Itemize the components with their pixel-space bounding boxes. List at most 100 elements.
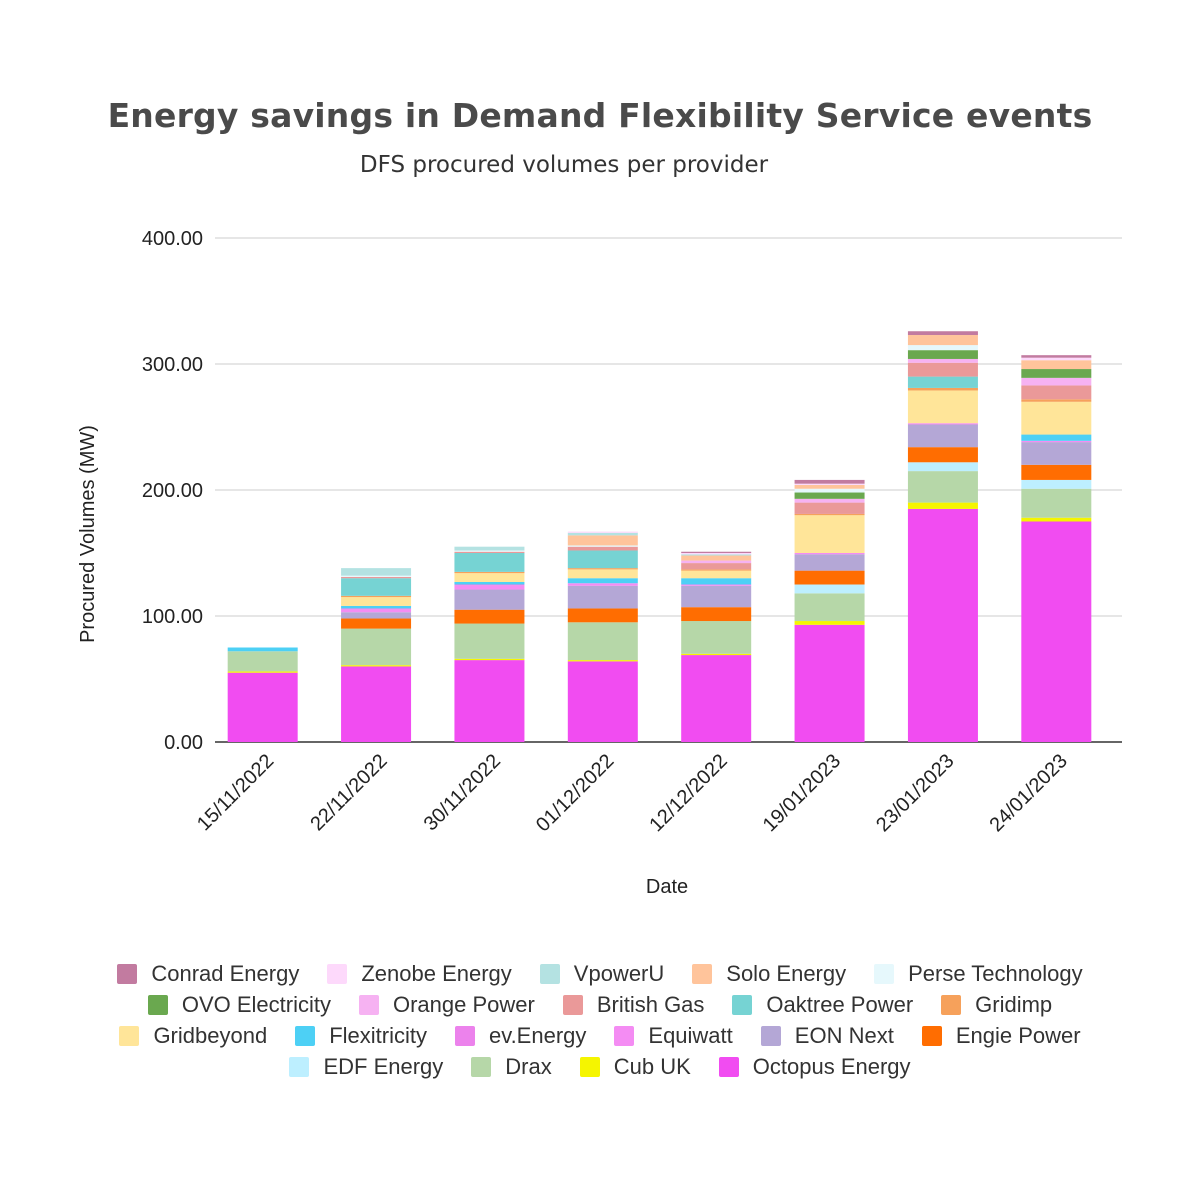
legend-item: Flexitricity [295, 1023, 427, 1049]
legend-row: Gridbeyond Flexitricity ev.Energy Equiwatt E… [70, 1020, 1130, 1051]
bar-segment [454, 581, 525, 585]
bar-segment [454, 551, 525, 553]
legend-label: Gridbeyond [153, 1022, 268, 1048]
bar-segment [1021, 360, 1092, 370]
legend-item: Gridimp [941, 992, 1052, 1018]
stacked-bar-chart: 0.00 100.00 200.00 300.00 400.00 15/11/2022 2… [77, 228, 1122, 898]
bar-segment [567, 531, 638, 533]
bar-segment [794, 492, 865, 499]
bar-segment [454, 553, 525, 572]
legend-label: Drax [505, 1053, 552, 1079]
legend-swatch [718, 1056, 739, 1077]
legend-item: Engie Power [921, 1022, 1081, 1049]
bar-segment [681, 560, 752, 564]
bar-segment [567, 550, 638, 569]
legend-swatch [732, 994, 753, 1015]
legend-label: Conrad Energy [151, 960, 300, 986]
bar-segment [1021, 385, 1092, 400]
bar-segment [794, 479, 865, 484]
x-tick-label: 19/01/2023 [759, 750, 845, 836]
bar-segment [341, 595, 412, 598]
x-tick-label: 01/12/2022 [532, 750, 618, 836]
bar-segment [341, 618, 412, 629]
bar-segment [454, 573, 525, 582]
bar-segment [567, 532, 638, 536]
x-axis-title: Date [646, 876, 688, 898]
bar-segment [794, 483, 865, 485]
bar-segment [681, 621, 752, 654]
x-axis-ticks: 15/11/2022 22/11/2022 30/11/2022 01/12/2022… [193, 750, 1072, 836]
bar-segment [794, 621, 865, 625]
bar-segment [341, 665, 412, 667]
legend-swatch [579, 1056, 600, 1077]
legend-label: Equiwatt [648, 1022, 733, 1048]
bar-segment [794, 553, 865, 555]
bar-segment [907, 508, 978, 742]
bar-segment [567, 585, 638, 609]
x-tick-label: 30/11/2022 [420, 750, 505, 835]
bar-segment [341, 575, 412, 577]
legend-label: Cub UK [613, 1053, 691, 1079]
legend-item: Octopus Energy [718, 1053, 911, 1080]
legend-swatch [117, 963, 138, 984]
bar-segment [1021, 464, 1092, 480]
legend-label: Gridimp [975, 991, 1053, 1017]
legend-swatch [692, 963, 713, 984]
bar-segment [794, 554, 865, 571]
legend-swatch [921, 1025, 942, 1046]
legend-label: Solo Energy [726, 960, 847, 986]
y-tick-label: 400.00 [142, 228, 203, 250]
bar-segment [907, 335, 978, 346]
legend-label: Zenobe Energy [361, 960, 512, 986]
bar-segment [681, 551, 752, 553]
bar-segment [907, 362, 978, 377]
y-tick-label: 0.00 [164, 732, 203, 754]
legend-item: EDF Energy [289, 1054, 443, 1080]
bar-segment [1021, 521, 1092, 742]
legend-item: Solo Energy [692, 961, 846, 987]
legend: Conrad Energy Zenobe Energy VpowerU Solo En… [70, 958, 1130, 1082]
legend-row: EDF Energy Drax Cub UK Octopus Energy [70, 1051, 1130, 1082]
legend-item: Gridbeyond [119, 1023, 267, 1049]
bar-segment [907, 447, 978, 463]
bar-segment [1021, 355, 1092, 358]
y-tick-label: 300.00 [142, 354, 203, 376]
legend-swatch [760, 1025, 781, 1046]
legend-item: Equiwatt [614, 1022, 733, 1049]
bar-segment [1021, 488, 1092, 518]
bar-segment [907, 423, 978, 425]
bar-segment [341, 628, 412, 666]
bar-segment [907, 358, 978, 363]
bar-segment [567, 535, 638, 546]
bar-segment [1021, 434, 1092, 441]
bar-segment [341, 568, 412, 576]
bar-segment [567, 661, 638, 742]
legend-label: British Gas [596, 991, 705, 1017]
legend-label: Flexitricity [329, 1022, 427, 1048]
bar-segment [454, 623, 525, 659]
x-tick-label: 15/11/2022 [193, 750, 278, 835]
bar-segment [794, 513, 865, 516]
legend-label: EON Next [794, 1022, 894, 1048]
legend-label: Octopus Energy [752, 1053, 911, 1079]
bar-segment [341, 605, 412, 609]
bar-segment [341, 608, 412, 610]
y-tick-label: 100.00 [142, 606, 203, 628]
bar-segment [341, 612, 412, 619]
bar-segment [681, 584, 752, 586]
bar-segment [1021, 442, 1092, 465]
bar-segment [341, 578, 412, 596]
bar-segment [681, 653, 752, 656]
bar-segment [907, 331, 978, 336]
bar-segment [794, 484, 865, 489]
bar-segment [567, 569, 638, 579]
bar-segment [794, 584, 865, 594]
bar-segment [681, 655, 752, 742]
bar-segment [681, 585, 752, 608]
legend-label: Engie Power [955, 1022, 1081, 1048]
y-tick-label: 200.00 [142, 480, 203, 502]
bar-segment [794, 624, 865, 742]
bar-segment [567, 608, 638, 623]
bar-segment [1021, 440, 1092, 443]
legend-row: OVO Electricity Orange Power British Gas Oa… [70, 989, 1130, 1020]
